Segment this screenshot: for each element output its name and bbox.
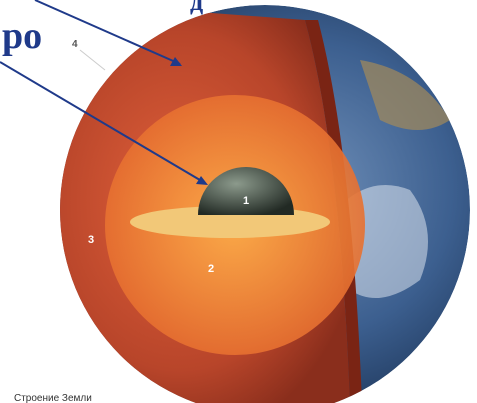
layer-label: 4 xyxy=(72,39,78,50)
core-word: ро xyxy=(2,15,42,57)
arrow xyxy=(34,0,181,65)
arrow-head xyxy=(196,176,208,185)
land xyxy=(360,60,450,130)
arrow-head xyxy=(170,57,182,66)
cut-edge xyxy=(305,20,362,403)
arrow xyxy=(0,61,206,184)
layer-label: 2 xyxy=(208,263,214,275)
partial-heading: д xyxy=(190,0,203,16)
layer-label: 1 xyxy=(243,195,249,207)
caption: Строение Земли xyxy=(14,393,92,403)
globe xyxy=(60,5,470,403)
inner-core xyxy=(198,167,294,215)
layer-label: 3 xyxy=(88,234,94,246)
leader-line xyxy=(79,49,106,71)
